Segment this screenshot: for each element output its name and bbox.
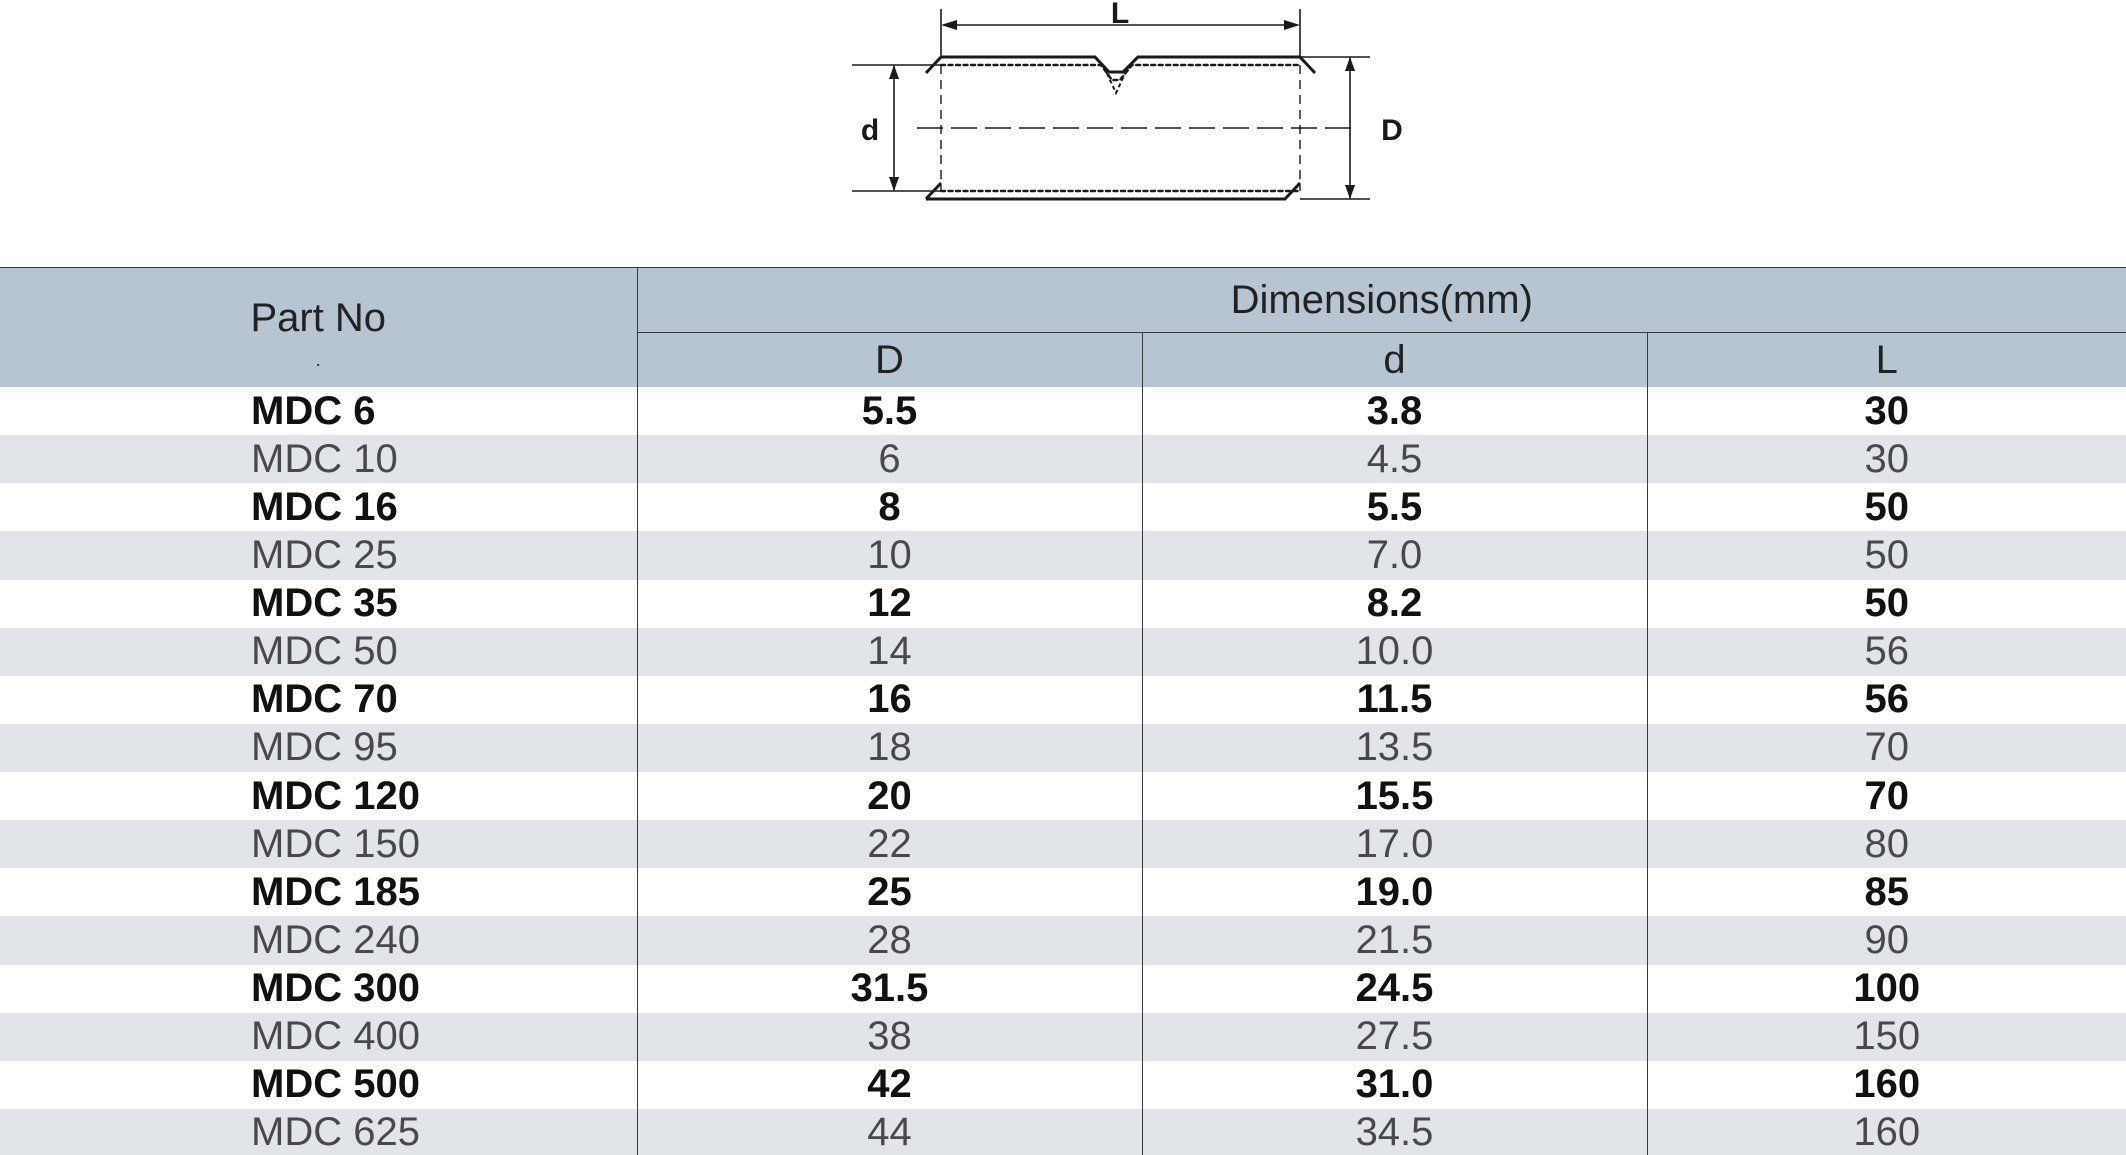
svg-text:L: L: [1111, 0, 1129, 30]
svg-text:d: d: [861, 114, 879, 147]
svg-text:D: D: [1381, 114, 1403, 147]
